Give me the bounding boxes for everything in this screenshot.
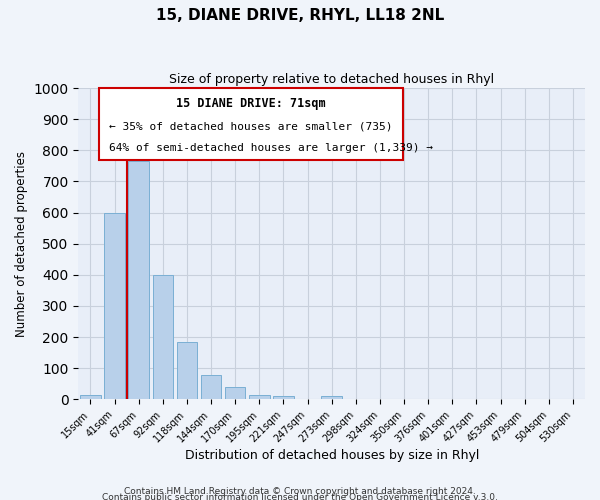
FancyBboxPatch shape — [98, 88, 403, 160]
Y-axis label: Number of detached properties: Number of detached properties — [15, 150, 28, 336]
Text: Contains public sector information licensed under the Open Government Licence v.: Contains public sector information licen… — [102, 492, 498, 500]
Bar — [201, 375, 221, 400]
Text: 64% of semi-detached houses are larger (1,339) →: 64% of semi-detached houses are larger (… — [109, 143, 433, 153]
Text: 15 DIANE DRIVE: 71sqm: 15 DIANE DRIVE: 71sqm — [176, 98, 325, 110]
X-axis label: Distribution of detached houses by size in Rhyl: Distribution of detached houses by size … — [185, 450, 479, 462]
Bar — [225, 387, 245, 400]
Bar — [104, 212, 125, 400]
Bar — [249, 394, 269, 400]
Text: 15, DIANE DRIVE, RHYL, LL18 2NL: 15, DIANE DRIVE, RHYL, LL18 2NL — [156, 8, 444, 22]
Bar — [273, 396, 294, 400]
Bar — [80, 394, 101, 400]
Text: ← 35% of detached houses are smaller (735): ← 35% of detached houses are smaller (73… — [109, 122, 392, 132]
Bar — [152, 275, 173, 400]
Title: Size of property relative to detached houses in Rhyl: Size of property relative to detached ho… — [169, 72, 494, 86]
Bar — [322, 396, 342, 400]
Bar — [177, 342, 197, 400]
Text: Contains HM Land Registry data © Crown copyright and database right 2024.: Contains HM Land Registry data © Crown c… — [124, 487, 476, 496]
Bar — [128, 161, 149, 400]
